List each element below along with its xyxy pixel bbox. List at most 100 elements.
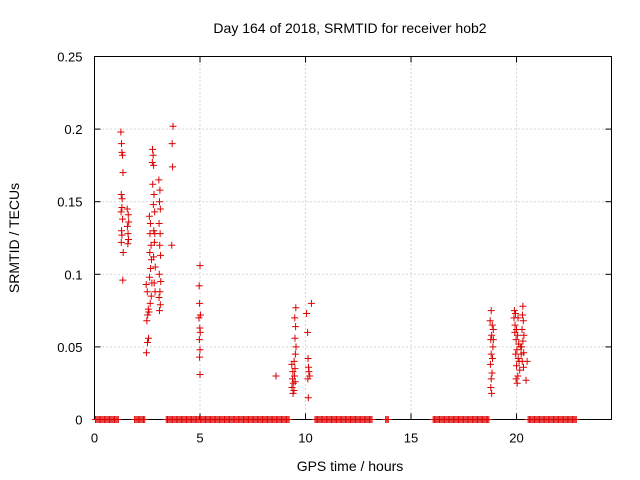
data-point [124,235,132,243]
data-point [123,205,131,213]
x-axis-label: GPS time / hours [297,458,404,474]
data-point [195,336,203,344]
data-point [145,308,153,316]
data-point [155,198,163,206]
data-point [516,366,524,374]
data-point-zero [114,416,122,423]
data-point [196,353,204,361]
data-point [291,378,299,386]
data-point [125,218,133,226]
data-point [117,128,125,136]
data-point [196,299,204,307]
data-point [289,379,297,387]
data-point [118,204,126,212]
data-point [119,151,127,159]
data-point [307,299,315,307]
data-point [196,262,204,270]
data-point [518,311,526,319]
data-point [148,158,156,166]
data-point [292,304,300,312]
data-point [304,355,312,363]
y-tick-label: 0.15 [57,195,82,210]
data-point [304,375,312,383]
y-tick-label: 0 [75,413,82,428]
data-point [510,307,518,315]
data-point [146,249,154,257]
data-point [144,305,152,313]
data-point [156,230,164,238]
data-point [291,314,299,322]
data-point [118,195,126,203]
y-tick-label: 0.25 [57,50,82,65]
data-point [305,368,313,376]
data-point [155,307,163,315]
data-point [522,376,530,384]
data-point [511,328,519,336]
data-point [119,249,127,257]
data-point [151,263,159,271]
data-point [514,355,522,363]
y-axis-label: SRMTID / TECUs [6,183,22,293]
data-point [142,349,150,357]
data-point [489,325,497,333]
data-point [514,372,522,380]
data-point [156,186,164,194]
x-tick-label: 5 [196,431,203,446]
data-point [289,389,297,397]
data-point [303,310,311,318]
data-point [196,346,204,354]
data-point [150,238,158,246]
data-point [124,211,132,219]
data-point [292,323,300,331]
data-point [117,190,125,198]
data-point-zero [572,416,580,423]
data-point [196,370,204,378]
data-point [156,301,164,309]
data-point [304,328,312,336]
data-point [291,334,299,342]
data-point [486,360,494,368]
data-point [150,161,158,169]
data-point [487,350,495,358]
data-point [514,314,522,322]
data-point-zero [368,416,376,423]
data-point [143,317,151,325]
data-point [118,140,126,148]
data-point [523,357,531,365]
data-point [147,292,155,300]
plot-frame [94,56,612,420]
data-point [488,369,496,377]
axis-ticks [94,56,612,420]
data-point-zero [285,416,293,423]
data-point [513,346,521,354]
data-point [195,282,203,290]
data-point [157,278,165,286]
data-point [272,372,280,380]
data-point [487,375,495,383]
data-point [520,349,528,357]
x-tick-label: 20 [509,431,523,446]
data-point [513,379,521,387]
data-point [520,331,528,339]
data-point [155,294,163,302]
data-point [304,394,312,402]
data-point-zero [141,416,149,423]
data-point [118,148,126,156]
data-point [119,169,127,177]
data-point [168,241,176,249]
data-point [155,219,163,227]
data-point [291,372,299,380]
y-tick-label: 0.1 [64,267,82,282]
data-point [155,270,163,278]
data-point [513,362,521,370]
data-point [196,328,204,336]
grid-lines [94,56,612,420]
data-point [145,212,153,220]
data-point [520,363,528,371]
data-point [117,238,125,246]
data-point [155,176,163,184]
data-point [291,350,299,358]
chart-title: Day 164 of 2018, SRMTID for receiver hob… [213,20,486,36]
data-point [157,251,165,259]
y-tick-label: 0.2 [64,122,82,137]
